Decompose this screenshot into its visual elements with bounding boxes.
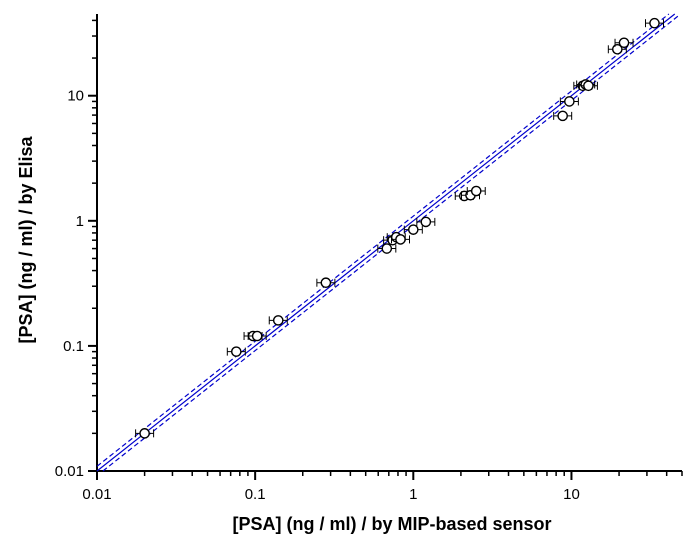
point-marker	[557, 110, 568, 122]
data-point	[403, 224, 423, 235]
point-marker	[583, 80, 594, 92]
data-point	[559, 96, 579, 107]
data-points	[135, 17, 664, 439]
regression-fit	[96, 13, 680, 472]
y-tick-label: 0.01	[55, 463, 84, 480]
data-point	[614, 37, 634, 49]
point-marker	[420, 216, 432, 228]
point-marker	[470, 185, 482, 197]
y-tick-label: 1	[76, 213, 84, 230]
x-tick-label: 1	[409, 486, 417, 503]
point-marker	[395, 234, 406, 245]
x-tick-label: 0.1	[245, 486, 266, 503]
data-point	[135, 428, 155, 439]
point-marker	[231, 346, 242, 357]
data-point	[644, 17, 664, 29]
point-marker	[320, 277, 332, 289]
data-point	[268, 315, 288, 326]
y-tick-label: 0.1	[63, 338, 84, 355]
point-marker	[564, 96, 575, 107]
y-tick-label: 10	[67, 88, 84, 105]
x-tick-label: 0.01	[82, 486, 111, 503]
x-axis-title: [PSA] (ng / ml) / by MIP-based sensor	[232, 514, 551, 534]
x-tick-label: 10	[563, 486, 580, 503]
data-point	[578, 80, 598, 92]
point-marker	[649, 17, 660, 29]
data-point	[247, 330, 267, 342]
lower-confidence-line	[102, 14, 680, 472]
fit-line	[96, 13, 676, 472]
point-marker	[612, 43, 623, 55]
point-marker	[381, 243, 393, 254]
data-point	[391, 234, 411, 245]
data-point	[553, 110, 573, 122]
data-point	[226, 346, 246, 357]
data-point	[607, 43, 627, 55]
upper-confidence-line	[96, 13, 670, 467]
point-marker	[408, 224, 419, 235]
data-point	[377, 243, 397, 254]
tick-labels: 0.01 0.1 1 10 0.01 0.1 1 10	[55, 88, 580, 503]
y-axis-title: [PSA] (ng / ml) / by Elisa	[16, 136, 36, 344]
data-point	[316, 277, 336, 289]
point-marker	[139, 428, 150, 439]
point-marker	[251, 330, 263, 342]
point-marker	[272, 315, 284, 326]
plot-axes	[88, 14, 683, 480]
point-marker	[618, 37, 630, 49]
data-point	[416, 216, 436, 228]
data-point	[466, 185, 486, 197]
